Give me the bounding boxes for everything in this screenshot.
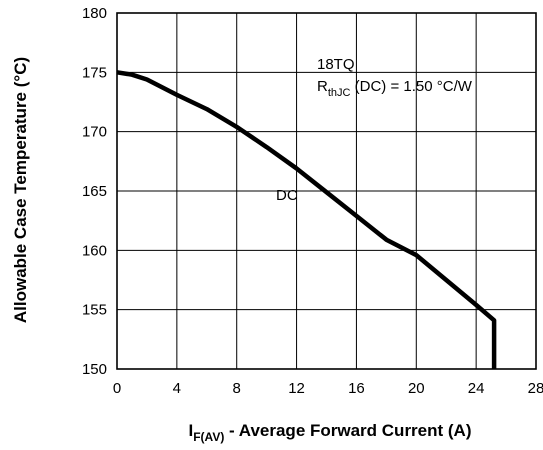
x-tick-label: 4 xyxy=(173,380,181,397)
x-axis-title: IF(AV) - Average Forward Current (A) xyxy=(188,421,471,444)
y-axis-title: Allowable Case Temperature (°C) xyxy=(11,57,30,323)
x-tick-label: 16 xyxy=(348,380,365,397)
y-tick-label: 165 xyxy=(82,183,107,200)
x-axis-title-main: I xyxy=(188,421,193,440)
rth-rest: (DC) = 1.50 °C/W xyxy=(350,78,472,95)
x-axis-title-rest: - Average Forward Current (A) xyxy=(224,421,471,440)
y-tick-label: 155 xyxy=(82,302,107,319)
plot-frame xyxy=(116,12,537,370)
y-tick-label: 170 xyxy=(82,124,107,141)
x-tick-label: 20 xyxy=(408,380,425,397)
annotation-thermal-resistance: RthJC (DC) = 1.50 °C/W xyxy=(317,78,473,99)
y-tick-label: 160 xyxy=(82,242,107,259)
x-tick-label: 12 xyxy=(288,380,305,397)
curve-label-dc: DC xyxy=(276,187,298,204)
y-tick-label: 180 xyxy=(82,5,107,22)
rth-main: R xyxy=(317,78,328,95)
y-tick-label: 175 xyxy=(82,64,107,81)
series-line-dc xyxy=(116,70,497,369)
x-tick-label: 0 xyxy=(113,380,121,397)
rth-sub: thJC xyxy=(328,87,351,99)
tick-labels: 0 4 8 12 16 20 24 28 150 155 160 165 170 175 180 xyxy=(82,5,543,397)
y-tick-label: 150 xyxy=(82,361,107,378)
x-tick-label: 24 xyxy=(468,380,485,397)
x-tick-label: 28 xyxy=(528,380,543,397)
annotation-part-number: 18TQ xyxy=(317,56,355,73)
x-tick-label: 8 xyxy=(233,380,241,397)
x-axis-title-sub: F(AV) xyxy=(193,430,224,444)
